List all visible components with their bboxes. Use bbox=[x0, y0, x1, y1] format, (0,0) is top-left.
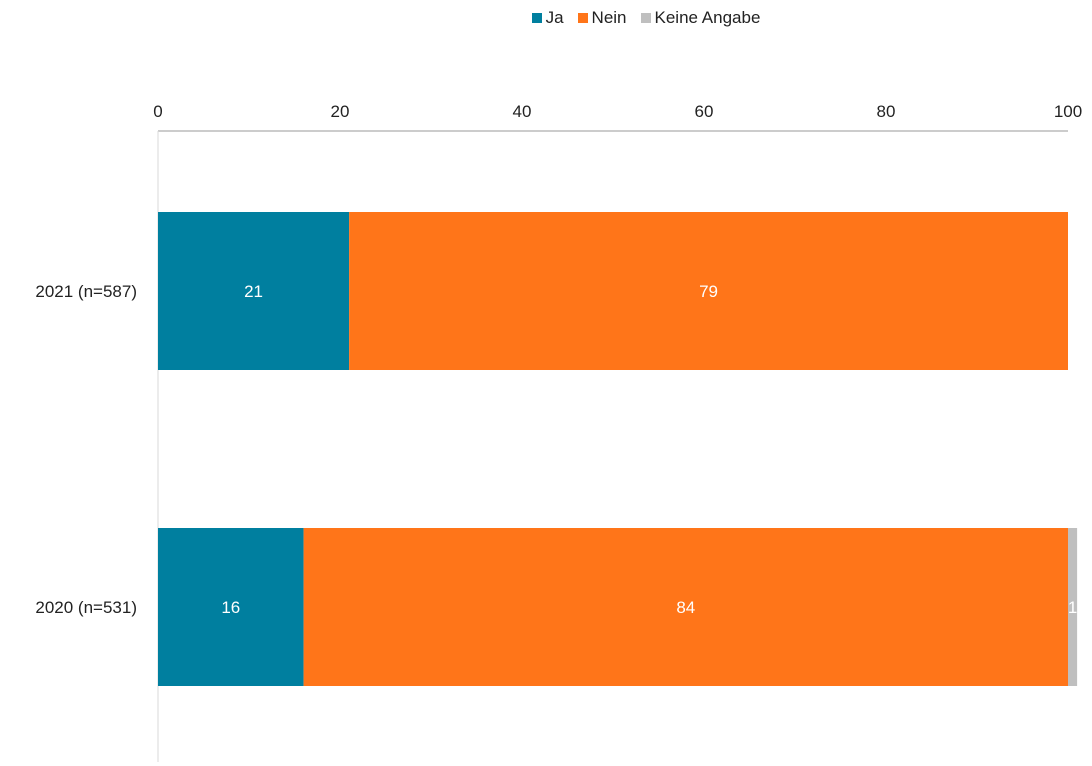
category-label: 2020 (n=531) bbox=[35, 598, 137, 617]
x-axis: 0 20 40 60 80 100 bbox=[153, 102, 1082, 762]
legend-label-keine-angabe: Keine Angabe bbox=[654, 8, 761, 27]
x-tick-label: 80 bbox=[877, 102, 896, 121]
data-label: 84 bbox=[676, 598, 695, 617]
bar-segment bbox=[349, 212, 1069, 370]
x-tick-label: 100 bbox=[1054, 102, 1082, 121]
data-label: 21 bbox=[244, 282, 263, 301]
category-label: 2021 (n=587) bbox=[35, 282, 137, 301]
x-tick-label: 60 bbox=[695, 102, 714, 121]
legend-item-keine-angabe: Keine Angabe bbox=[640, 8, 761, 28]
bar-segment bbox=[303, 528, 1069, 686]
category-labels: 2021 (n=587) 2020 (n=531) bbox=[35, 282, 137, 617]
bar-segment bbox=[1068, 528, 1078, 686]
bar-segment bbox=[158, 212, 350, 370]
legend-label-ja: Ja bbox=[545, 8, 564, 27]
legend: Ja Nein Keine Angabe bbox=[0, 8, 1092, 28]
data-label: 1 bbox=[1068, 598, 1077, 617]
data-label: 16 bbox=[221, 598, 240, 617]
legend-item-nein: Nein bbox=[577, 8, 627, 28]
legend-label-nein: Nein bbox=[591, 8, 627, 27]
bars: 21 79 16 84 1 bbox=[158, 212, 1077, 686]
legend-swatch-ja bbox=[531, 13, 542, 23]
x-tick-label: 20 bbox=[331, 102, 350, 121]
legend-swatch-keine-angabe bbox=[640, 13, 651, 23]
x-tick-label: 40 bbox=[513, 102, 532, 121]
data-label: 79 bbox=[699, 282, 718, 301]
legend-item-ja: Ja bbox=[531, 8, 564, 28]
x-tick-label: 0 bbox=[153, 102, 162, 121]
legend-swatch-nein bbox=[577, 13, 588, 23]
bar-segment bbox=[158, 528, 304, 686]
